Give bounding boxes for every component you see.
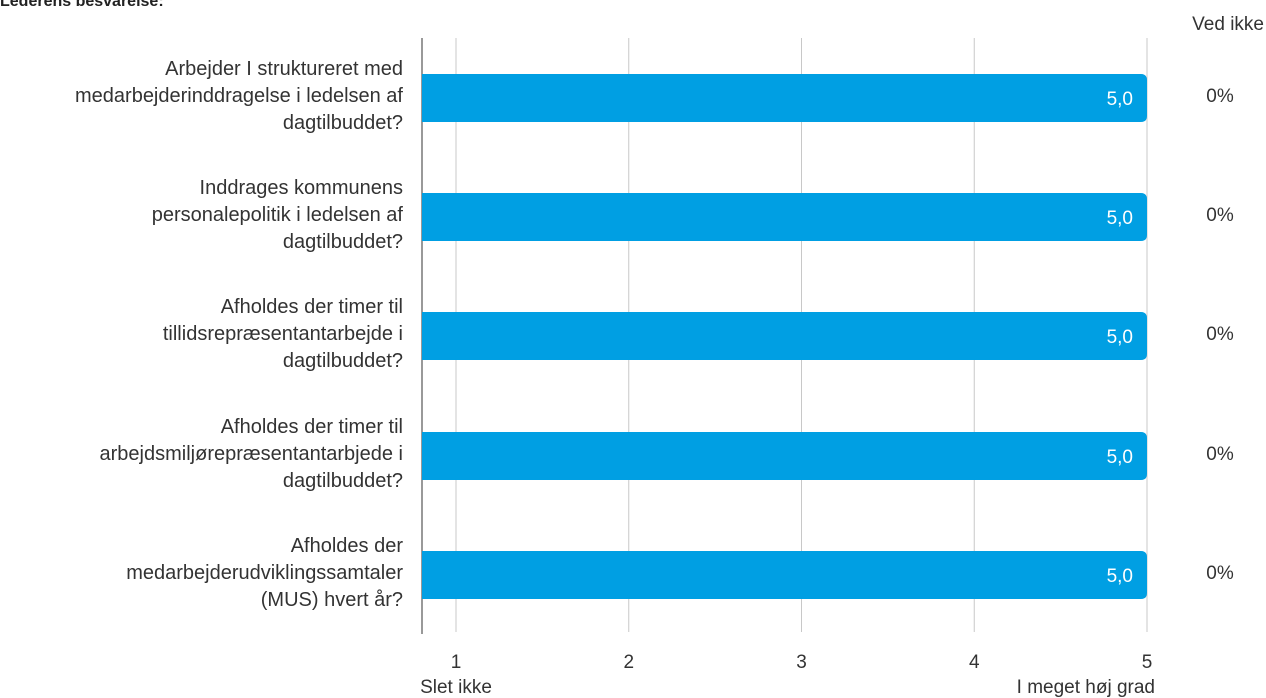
category-label-line: dagtilbuddet? — [282, 112, 403, 134]
category-label-line: dagtilbuddet? — [282, 470, 403, 492]
x-tick-label-2: 2 — [623, 652, 634, 673]
chart-title: Lederens besvarelse: — [0, 0, 164, 10]
x-tick-label-4: 4 — [969, 652, 980, 673]
bar-5 — [422, 551, 1147, 599]
bar-2 — [422, 193, 1147, 241]
ved-ikke-value-2: 0% — [1206, 205, 1234, 226]
category-label-line: dagtilbuddet? — [282, 350, 403, 372]
bar-4 — [422, 432, 1147, 480]
category-label-line: medarbejderudviklingssamtaler — [126, 562, 403, 584]
bar-value-label-3: 5,0 — [1107, 327, 1133, 348]
category-label-line: Afholdes der — [290, 535, 403, 557]
bar-value-label-5: 5,0 — [1107, 566, 1133, 587]
ved-ikke-value-5: 0% — [1206, 563, 1234, 584]
category-label-1: Arbejder I struktureret med medarbejderin… — [0, 56, 403, 137]
x-tick-label-5: 5 — [1142, 652, 1153, 673]
category-label-line: (MUS) hvert år? — [260, 589, 403, 611]
category-label-line: tillidsrepræsentantarbejde i — [162, 323, 403, 345]
ved-ikke-value-4: 0% — [1206, 444, 1234, 465]
ved-ikke-value-3: 0% — [1206, 324, 1234, 345]
x-tick-label-3: 3 — [796, 652, 807, 673]
bar-value-label-2: 5,0 — [1107, 208, 1133, 229]
category-label-line: personalepolitik i ledelsen af — [151, 204, 403, 226]
ved-ikke-value-1: 0% — [1206, 86, 1234, 107]
category-label-line: dagtilbuddet? — [282, 231, 403, 253]
x-tick-label-1: 1 — [451, 652, 462, 673]
bar-value-label-4: 5,0 — [1107, 447, 1133, 468]
x-end-label-high: I meget høj grad — [1017, 677, 1155, 698]
category-label-line: Arbejder I struktureret med — [165, 58, 403, 80]
category-label-5: Afholdes der medarbejderudviklingssamtale… — [0, 533, 403, 614]
ved-ikke-header: Ved ikke — [1192, 14, 1264, 35]
category-label-2: Inddrages kommunens personalepolitik i le… — [0, 175, 403, 256]
category-label-line: Afholdes der timer til — [220, 416, 403, 438]
category-label-4: Afholdes der timer til arbejdsmiljørepræs… — [0, 414, 403, 495]
bar-3 — [422, 312, 1147, 360]
bar-value-label-1: 5,0 — [1107, 89, 1133, 110]
category-label-3: Afholdes der timer til tillidsrepræsentan… — [0, 294, 403, 375]
category-label-line: Afholdes der timer til — [220, 296, 403, 318]
category-label-line: medarbejderinddragelse i ledelsen af — [75, 85, 403, 107]
category-label-line: Inddrages kommunens — [199, 177, 403, 199]
category-label-line: arbejdsmiljørepræsentantarbjede i — [99, 443, 403, 465]
bar-1 — [422, 74, 1147, 122]
x-end-label-low: Slet ikke — [420, 677, 492, 698]
